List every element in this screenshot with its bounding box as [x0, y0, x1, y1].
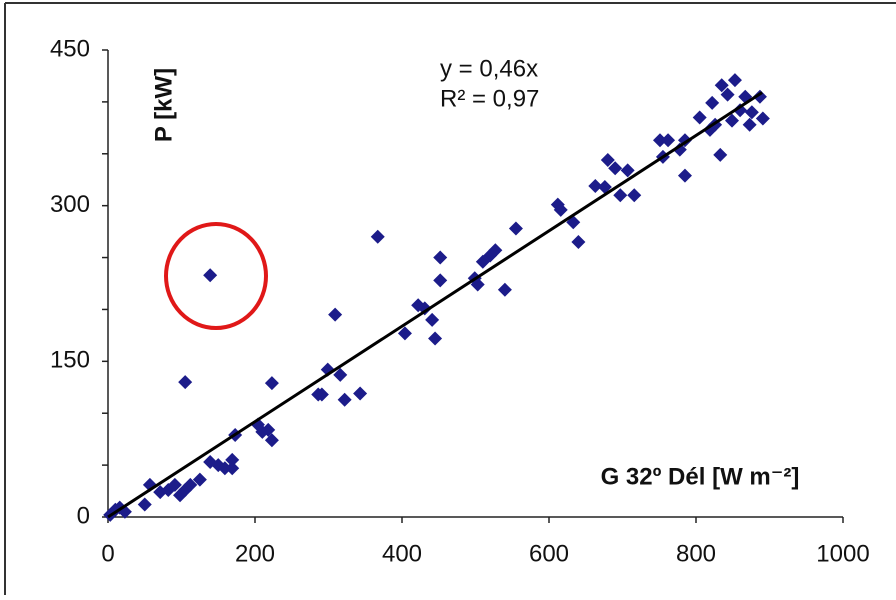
data-point: [725, 113, 740, 128]
data-point: [353, 386, 368, 401]
data-point: [752, 89, 767, 104]
data-point: [508, 221, 523, 236]
data-point: [713, 147, 728, 162]
data-point: [428, 331, 443, 346]
data-point: [225, 461, 240, 476]
x-tick-label: 400: [382, 540, 422, 567]
data-point: [333, 367, 348, 382]
data-point: [178, 375, 193, 390]
data-point: [553, 202, 568, 217]
data-point: [755, 111, 770, 126]
data-point: [677, 168, 692, 183]
data-point: [264, 376, 279, 391]
y-tick-label: 450: [50, 35, 90, 62]
data-point: [425, 312, 440, 327]
data-point: [167, 477, 182, 492]
x-axis-label: G 32º Dél [W m⁻²]: [601, 463, 800, 490]
x-tick-label: 800: [676, 540, 716, 567]
data-point: [600, 153, 615, 168]
data-point: [183, 477, 198, 492]
data-point: [744, 105, 759, 120]
data-point: [720, 87, 735, 102]
y-tick-label: 150: [50, 347, 90, 374]
outlier-circle: [164, 222, 268, 330]
data-point: [397, 326, 412, 341]
data-point: [370, 229, 385, 244]
data-point: [488, 243, 503, 258]
data-point: [733, 103, 748, 118]
data-point: [627, 188, 642, 203]
data-point: [588, 178, 603, 193]
x-tick-label: 200: [235, 540, 275, 567]
x-tick-label: 1000: [816, 540, 869, 567]
y-tick-label: 0: [77, 502, 90, 529]
data-point: [264, 433, 279, 448]
data-point: [608, 161, 623, 176]
data-point: [417, 301, 432, 316]
data-point: [727, 73, 742, 88]
data-point: [742, 117, 757, 132]
data-point: [692, 110, 707, 125]
data-point: [497, 282, 512, 297]
data-point: [314, 387, 329, 402]
data-point: [217, 461, 232, 476]
data-point: [613, 188, 628, 203]
trendline: [107, 91, 763, 519]
data-point: [620, 163, 635, 178]
data-point: [328, 307, 343, 322]
equation: y = 0,46x: [440, 55, 538, 82]
data-point: [433, 273, 448, 288]
data-point: [225, 452, 240, 467]
data-point: [571, 234, 586, 249]
x-tick-label: 0: [101, 540, 114, 567]
data-point: [337, 392, 352, 407]
y-tick-label: 300: [50, 191, 90, 218]
data-point: [433, 250, 448, 265]
r-squared: R² = 0,97: [440, 85, 539, 112]
data-point: [714, 78, 729, 93]
data-point: [597, 179, 612, 194]
data-point: [652, 133, 667, 148]
data-point: [261, 422, 276, 437]
y-axis-label: P [kW]: [150, 68, 177, 142]
data-point: [672, 142, 687, 157]
data-point: [661, 133, 676, 148]
data-point: [192, 472, 207, 487]
data-point: [203, 268, 218, 283]
data-point: [705, 95, 720, 110]
x-tick-label: 600: [529, 540, 569, 567]
data-point: [137, 497, 152, 512]
